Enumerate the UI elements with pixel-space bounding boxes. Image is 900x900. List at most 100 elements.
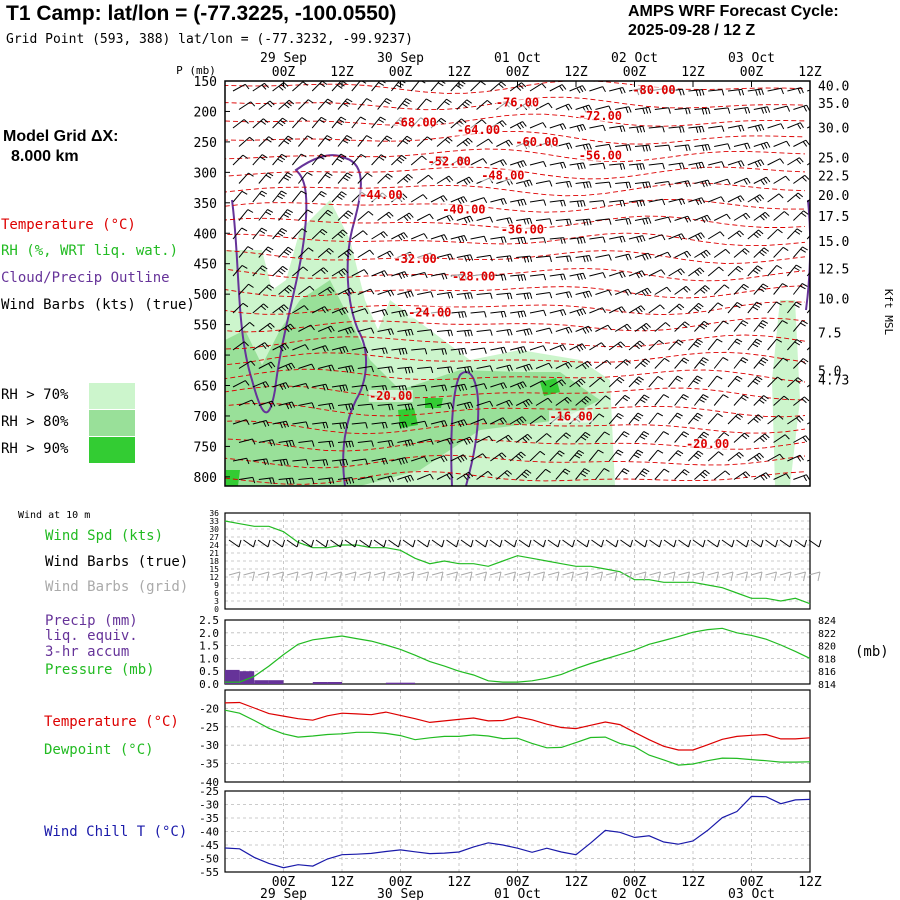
wind-barb-flag (500, 383, 505, 390)
wind-barb (713, 470, 731, 480)
wind-barb-flag (467, 366, 470, 373)
wind-barb-staff (535, 327, 550, 332)
wind-barb-staff (318, 402, 333, 406)
wind-barb-flag (697, 450, 704, 455)
wind-barb-staff (357, 249, 370, 258)
wind-chill-panel: -55-50-45-40-35-30-25 (199, 785, 811, 879)
wind-barb-staff (694, 249, 707, 258)
wind-barb (813, 437, 829, 445)
wind-barb (806, 234, 810, 240)
wind-barb-staff (516, 255, 531, 258)
wind-barb-flag (388, 211, 394, 217)
wind-barb (397, 135, 413, 147)
wind-barb-staff (654, 394, 664, 406)
surface-barb-staff (591, 539, 602, 548)
wind-barb (292, 421, 309, 428)
wind-barb (733, 320, 749, 332)
wind-barb-flag (463, 419, 468, 426)
height-tick-label: 15.0 (818, 235, 849, 250)
surface-wind-barb-true (272, 539, 285, 548)
wind-barb-staff (391, 81, 400, 92)
wind-barb-flag (701, 323, 708, 328)
wind-barb-flag (782, 283, 788, 288)
wind-barb (628, 125, 646, 133)
wind-barb-flag (521, 416, 527, 422)
isotherm-line (225, 368, 806, 383)
wind-barb (595, 395, 611, 406)
wind-barb-flag (763, 142, 768, 149)
wind-barb (747, 124, 765, 132)
wind-barb-flag (695, 163, 699, 170)
wind-barb-staff (476, 292, 491, 295)
wind-barb-flag (694, 271, 700, 276)
wind-barb-flag (693, 454, 700, 460)
wind-barb (470, 347, 487, 354)
wind-barb-flag (516, 124, 522, 130)
wind-barb (470, 418, 488, 425)
wind-barb-flag (278, 308, 284, 313)
wind-barb-flag (675, 452, 682, 457)
wind-barb (516, 328, 533, 336)
surface-wind-barb-true (736, 539, 749, 548)
wind-barb-staff (529, 273, 544, 277)
top-date-label: 29 Sep (260, 51, 307, 66)
wind-barb-staff (608, 376, 620, 388)
wind-barb-flag (422, 194, 428, 200)
surface-barb-flag (572, 539, 575, 548)
surface-barb-staff (794, 571, 806, 576)
wind-barb-flag (339, 231, 346, 237)
wind-barb-flag (686, 250, 692, 257)
wind-barb-flag (548, 102, 553, 109)
wind-barb-staff (694, 357, 704, 369)
surface-wind-barb-grid (634, 571, 647, 582)
wind-barb (430, 420, 448, 427)
wind-barb-flag (387, 440, 391, 447)
wind-barb-flag (241, 190, 248, 195)
temperature-series-label: Temperature (°C) (44, 714, 179, 730)
wind-barb (292, 228, 308, 240)
wind-barb-flag (403, 178, 409, 183)
wind-barb (377, 98, 392, 110)
height-axis-title: Kft MSL (882, 289, 895, 336)
surface-barb-flag (237, 571, 241, 582)
wind-barb (674, 215, 692, 223)
wind-barb-flag (641, 470, 648, 475)
wind-barb-flag (346, 98, 353, 103)
wind-barb (727, 375, 743, 388)
wind-barb-staff (807, 459, 810, 462)
wind-barb-flag (259, 230, 266, 234)
wind-barb-staff (575, 181, 590, 184)
wind-barb-flag (813, 197, 818, 201)
wind-barb-staff (747, 124, 762, 129)
wind-barb (648, 162, 665, 170)
wind-barb (292, 266, 309, 277)
wind-barb-staff (707, 302, 719, 314)
wind-barb-staff (555, 180, 570, 184)
wind-barb-flag (441, 421, 445, 427)
surface-wind-barb-grid (562, 571, 574, 582)
wind-barb (753, 357, 769, 369)
wind-barb-flag (744, 107, 748, 114)
wind-barb (773, 434, 790, 443)
wind-barb-staff (674, 431, 684, 443)
wind-barb (238, 209, 254, 221)
wind-barb-flag (450, 253, 454, 260)
wind-barb (688, 338, 703, 351)
wind-barb (569, 378, 586, 388)
wind-barb-staff (258, 284, 270, 295)
wind-barb (272, 82, 289, 92)
wind-barb (436, 437, 454, 445)
wind-barb-flag (543, 310, 547, 317)
wind-barb-flag (698, 89, 702, 96)
wind-barb-flag (815, 342, 820, 345)
wind-barb-flag (402, 193, 408, 199)
wind-barb-flag (407, 440, 411, 447)
wind-barb-flag (648, 181, 652, 188)
wind-barb-staff (615, 144, 630, 147)
wind-barb-staff (430, 348, 445, 351)
surface-barb-staff (547, 539, 559, 548)
bottom-time-tick-label: 12Z (564, 875, 588, 890)
wind-barb-flag (795, 379, 801, 384)
wind-barb-staff (535, 180, 550, 184)
wind-barb (298, 363, 315, 370)
